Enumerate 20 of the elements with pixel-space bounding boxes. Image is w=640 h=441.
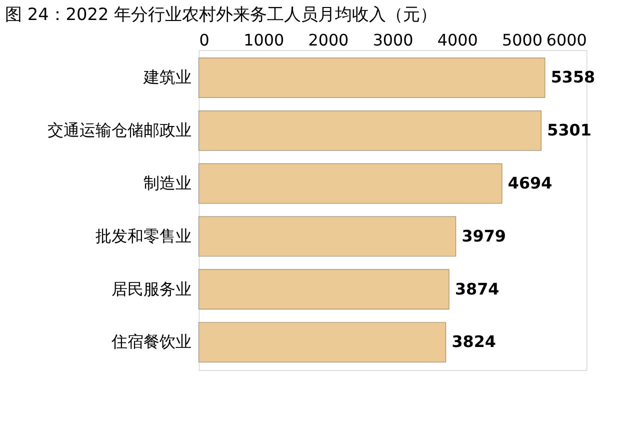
data-label: 5358 bbox=[550, 68, 596, 87]
data-label: 3824 bbox=[452, 332, 496, 352]
x-tick-label: 4000 bbox=[437, 30, 478, 50]
y-tick-label: 批发和零售业 bbox=[95, 226, 192, 246]
data-label: 3874 bbox=[454, 279, 500, 298]
chart-title: 图 24：2022 年分行业农村外来务工人员月均收入（元） bbox=[4, 4, 438, 24]
data-label: 4694 bbox=[508, 173, 552, 192]
x-tick-label: 1000 bbox=[244, 30, 284, 50]
y-tick-label: 制造业 bbox=[143, 173, 192, 192]
y-tick-label: 居民服务业 bbox=[111, 279, 192, 298]
y-tick-label: 住宿餐饮业 bbox=[110, 332, 192, 352]
x-tick-label: 2000 bbox=[308, 30, 349, 50]
data-label: 5301 bbox=[547, 120, 592, 140]
y-tick-label: 建筑业 bbox=[142, 68, 192, 87]
x-tick-label: 5000 bbox=[502, 30, 542, 50]
x-tick-label: 0 bbox=[199, 30, 210, 50]
x-tick-label: 3000 bbox=[372, 30, 414, 50]
y-tick-label: 交通运输仓储邮政业 bbox=[47, 120, 192, 140]
data-label: 3979 bbox=[462, 226, 506, 246]
x-tick-label: 6000 bbox=[546, 30, 587, 50]
